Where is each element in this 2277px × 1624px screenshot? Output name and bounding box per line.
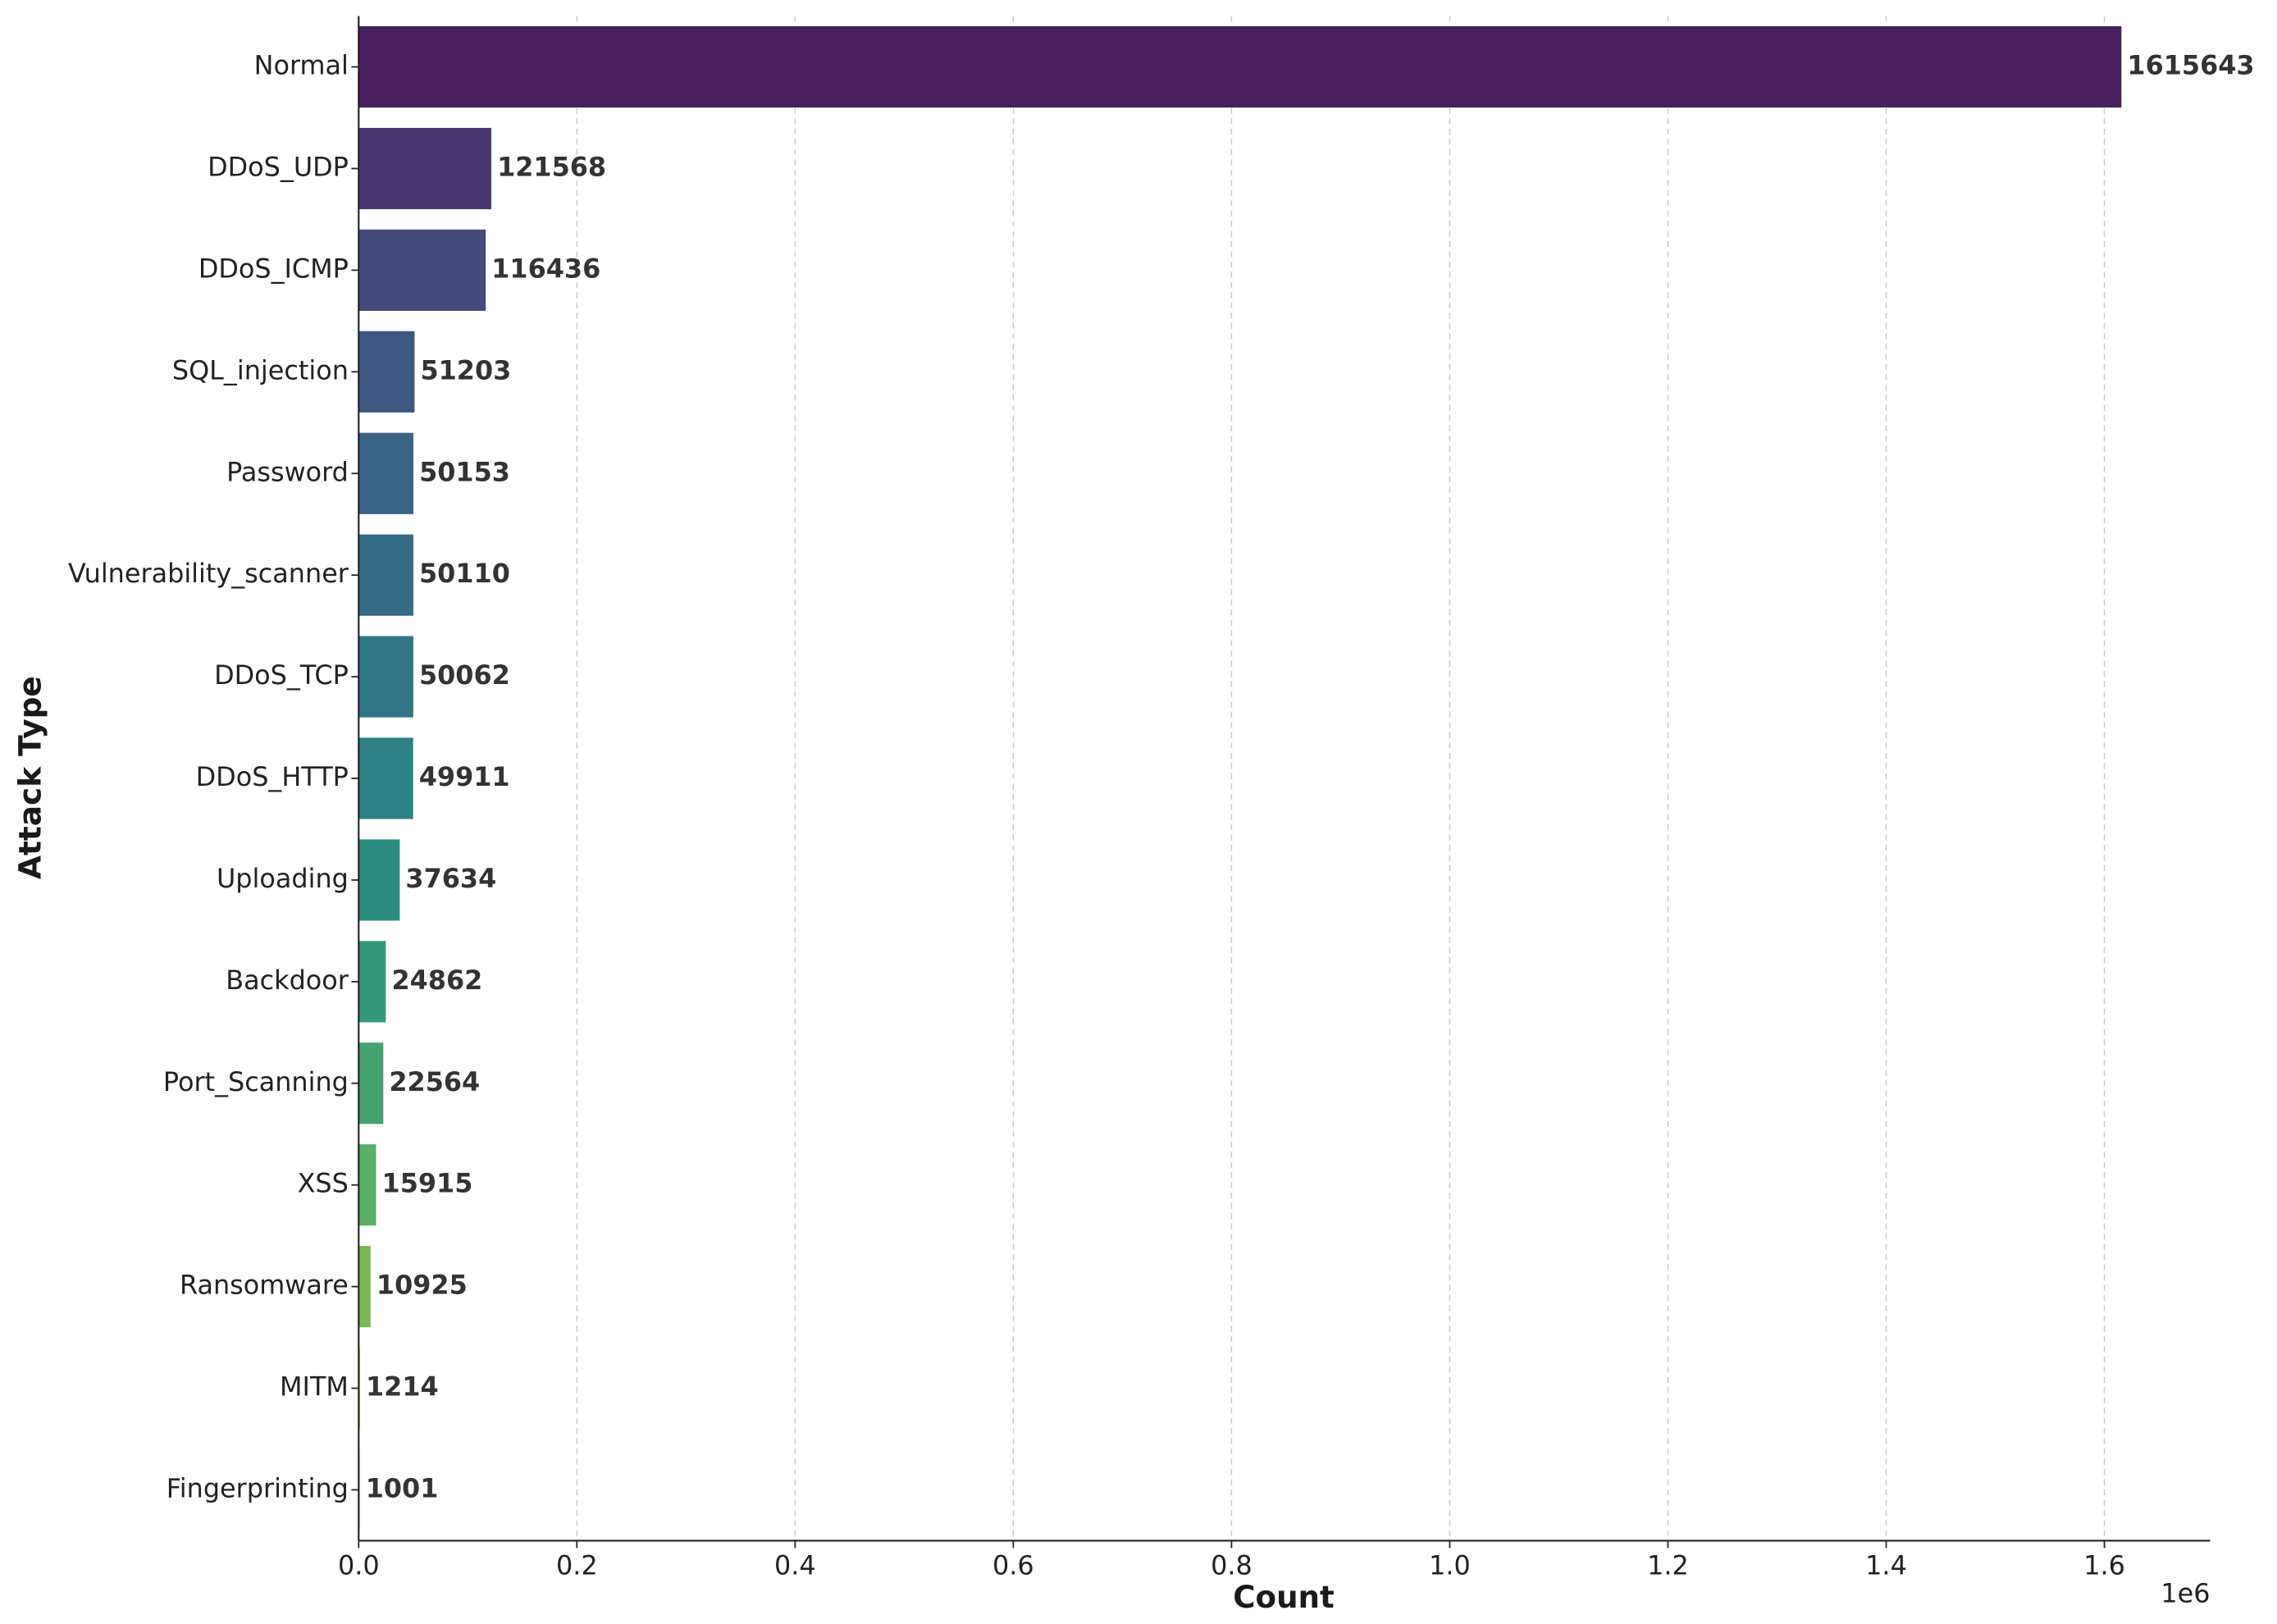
y-tick-label: Backdoor: [226, 965, 349, 996]
x-tick-label: 0.8: [1211, 1549, 1253, 1581]
value-label: 1214: [366, 1371, 439, 1402]
value-label: 116436: [491, 253, 600, 284]
y-tick-label: Password: [226, 456, 349, 487]
value-label: 50110: [419, 558, 510, 589]
y-tick-label: DDoS_ICMP: [198, 253, 349, 284]
x-tick-label: 0.2: [556, 1549, 598, 1581]
value-label: 1615643: [2127, 49, 2254, 80]
value-label: 15915: [382, 1168, 473, 1199]
y-tick-label: DDoS_UDP: [208, 151, 349, 182]
bar: [358, 737, 413, 819]
y-tick-label: Vulnerability_scanner: [68, 558, 349, 589]
y-tick-label: Ransomware: [180, 1270, 349, 1301]
value-label: 37634: [405, 863, 496, 894]
x-offset-label: 1e6: [2161, 1577, 2210, 1608]
value-label: 50062: [419, 659, 510, 691]
value-label: 10925: [376, 1270, 468, 1301]
y-tick-label: XSS: [298, 1168, 349, 1199]
x-tick-label: 1.6: [2083, 1549, 2125, 1581]
bar: [358, 432, 414, 514]
bar: [358, 229, 486, 311]
bar: [358, 1042, 384, 1124]
bar: [358, 636, 413, 718]
y-tick-label: DDoS_HTTP: [196, 761, 349, 792]
bar: [358, 1246, 371, 1328]
y-tick-label: SQL_injection: [172, 354, 349, 385]
bar: [358, 331, 415, 413]
x-axis-label: Count: [1233, 1579, 1335, 1615]
bar: [358, 25, 2122, 108]
y-axis-label: Attack Type: [12, 676, 48, 879]
y-tick-label: Fingerprinting: [167, 1472, 349, 1503]
x-tick-label: 1.2: [1647, 1549, 1689, 1581]
bar: [358, 127, 491, 210]
value-label: 22564: [389, 1066, 480, 1097]
value-label: 24862: [391, 965, 482, 996]
y-tick-label: DDoS_TCP: [214, 659, 349, 691]
x-tick-label: 0.6: [992, 1549, 1034, 1581]
x-tick-label: 1.0: [1429, 1549, 1471, 1581]
x-tick-label: 1.4: [1865, 1549, 1907, 1581]
bar: [358, 534, 413, 616]
y-tick-label: Normal: [254, 49, 349, 80]
y-tick-label: Port_Scanning: [163, 1066, 349, 1097]
value-label: 49911: [419, 761, 510, 792]
x-tick-label: 0.4: [774, 1549, 816, 1581]
bar: [358, 839, 400, 921]
value-label: 1001: [366, 1472, 439, 1503]
bar: [358, 941, 386, 1023]
value-label: 121568: [497, 151, 606, 182]
value-label: 50153: [419, 456, 510, 487]
y-tick-label: Uploading: [217, 863, 349, 894]
bar: [358, 1144, 376, 1226]
value-label: 51203: [420, 354, 511, 385]
x-tick-label: 0.0: [338, 1549, 380, 1581]
y-tick-label: MITM: [280, 1371, 349, 1402]
